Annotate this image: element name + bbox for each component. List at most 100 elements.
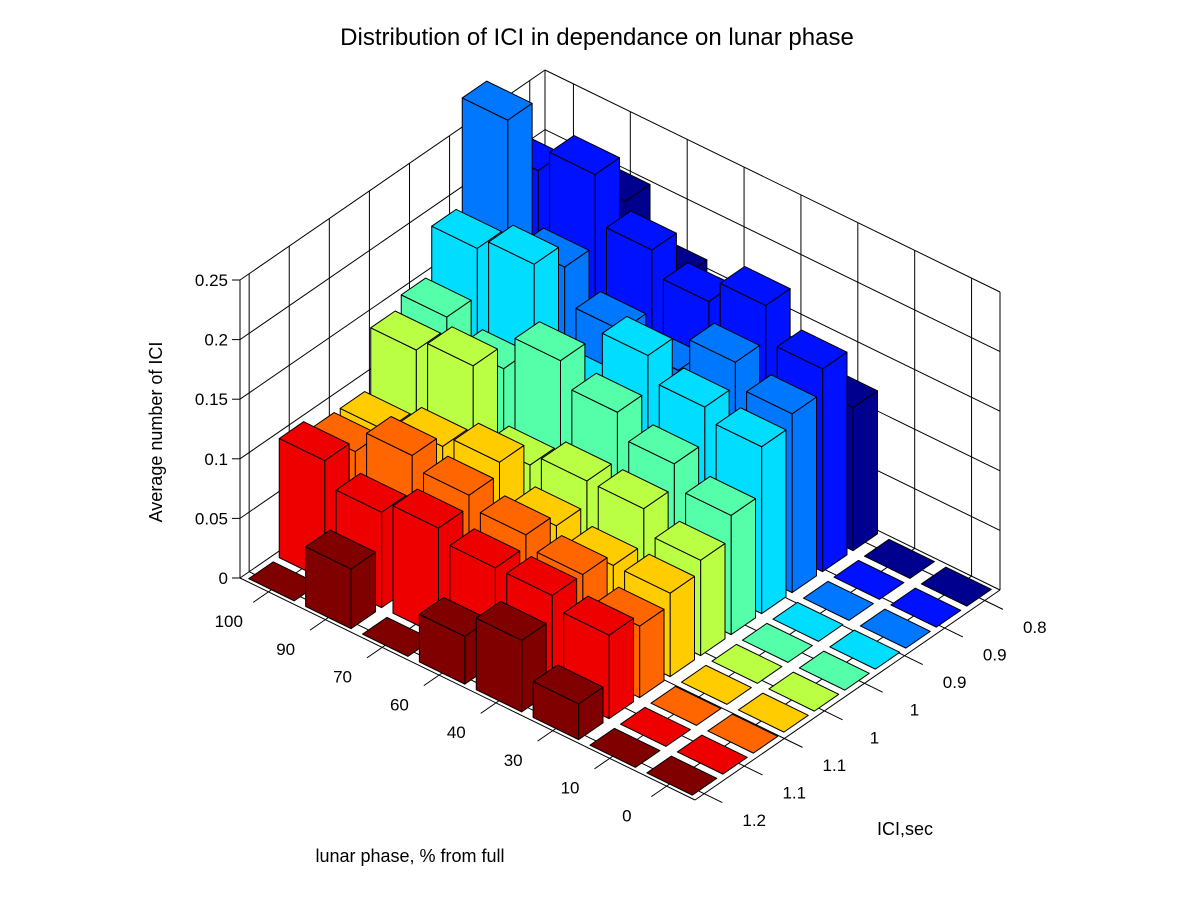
chart-title: Distribution of ICI in dependance on lun…: [340, 24, 854, 51]
bar-top: [571, 372, 643, 413]
y-tick-label: 1.1: [823, 756, 847, 775]
z-tick-label: 0.2: [204, 331, 228, 350]
bar-zero-tile: [711, 643, 783, 684]
bar-top: [479, 495, 551, 536]
bar-top: [549, 135, 621, 176]
y-tick-label: 0.9: [943, 673, 967, 692]
bar-top: [597, 469, 669, 510]
bar-zero-tile: [589, 727, 661, 768]
bar-zero-tile: [619, 706, 691, 747]
x-tick-label: 40: [447, 723, 466, 742]
x-tick: [309, 619, 326, 631]
bar-front-face: [669, 575, 696, 678]
bar-top: [605, 210, 677, 251]
y-tick-label: 1.2: [742, 811, 766, 830]
bar-top: [488, 224, 560, 265]
z-tick-label: 0.15: [195, 390, 228, 409]
bar-top: [431, 208, 503, 249]
y-tick: [944, 627, 964, 638]
x-tick: [423, 674, 440, 687]
y-tick: [904, 655, 923, 666]
x-tick: [252, 591, 269, 603]
x-tick-label: 100: [215, 612, 243, 631]
bar-top: [654, 520, 726, 561]
y-tick: [864, 682, 883, 693]
y-tick-label: 1: [910, 701, 919, 720]
y-tick: [824, 710, 843, 721]
bar-zero-tile: [859, 608, 931, 649]
axis-edge: [239, 577, 696, 801]
bar-top: [514, 321, 586, 362]
bar-top: [776, 329, 848, 370]
bar-top: [400, 277, 472, 318]
bar-top: [532, 664, 604, 705]
x-tick-label: 60: [390, 695, 409, 714]
z-tick-label: 0.1: [204, 450, 228, 469]
bar-front-face: [791, 396, 818, 594]
bar-top: [685, 475, 757, 516]
bar-front-face: [822, 351, 848, 573]
bar-zero-tile: [646, 755, 718, 796]
bar-zero-tile: [802, 580, 874, 621]
axis-edge: [694, 589, 1001, 801]
bar-top: [563, 595, 635, 636]
x-tick: [480, 702, 497, 714]
bar-top: [422, 455, 494, 496]
z-tick-label: 0.25: [195, 271, 228, 290]
bar-zero-tile: [798, 650, 870, 691]
bar-top: [506, 556, 578, 597]
x-tick-label: 30: [504, 751, 523, 770]
bar-top: [540, 441, 612, 482]
bar-top: [658, 367, 730, 408]
bar-top: [335, 472, 407, 513]
y-tick-label: 1: [870, 728, 879, 747]
z-tick-label: 0: [219, 569, 228, 588]
bar-zero-tile: [741, 622, 813, 663]
bar-top: [715, 407, 787, 448]
bar-top: [746, 374, 818, 415]
bar-top: [461, 80, 533, 121]
bar-top: [392, 488, 464, 529]
bar-front-face: [761, 429, 787, 615]
bar-top: [278, 421, 350, 462]
z-axis-label: Average number of ICI: [146, 342, 166, 523]
y-tick-label: 0.8: [1023, 618, 1047, 637]
x-tick: [651, 785, 667, 798]
y-tick-label: 1.1: [782, 784, 806, 803]
y-tick: [703, 793, 723, 804]
x-tick-label: 90: [276, 640, 295, 659]
x-tick-label: 0: [622, 806, 631, 825]
z-gridline-right: [544, 129, 1001, 353]
bar-top: [601, 315, 673, 356]
bar-zero-tile: [890, 587, 962, 628]
y-axis-label: ICI,sec: [877, 819, 933, 839]
bar-zero-tile: [676, 734, 748, 775]
bar-top: [536, 535, 608, 576]
bar-top: [427, 326, 499, 367]
z-tick-label: 0.05: [195, 509, 228, 528]
bar-top: [624, 553, 696, 594]
x-tick-label: 70: [333, 668, 352, 687]
bar-top: [719, 265, 791, 306]
bar-front-face: [852, 390, 879, 552]
bar-top: [628, 424, 700, 465]
y-tick: [784, 738, 803, 748]
y-tick: [744, 765, 763, 776]
bar-zero-tile: [772, 601, 844, 642]
x-tick-label: 10: [561, 779, 580, 798]
y-tick-label: 0.9: [983, 646, 1007, 665]
bar-top: [370, 310, 442, 351]
z-gridline-right: [544, 69, 1001, 293]
bar-top: [366, 416, 438, 457]
bar-zero-tile: [768, 671, 840, 712]
bar-zero-tile: [833, 559, 905, 600]
bar-zero-tile: [829, 629, 901, 670]
bar-zero-tile: [707, 713, 779, 754]
y-tick: [984, 600, 1004, 610]
x-tick: [594, 757, 610, 770]
x-tick: [366, 646, 383, 659]
bar-zero-tile: [737, 692, 809, 733]
bar-top: [449, 528, 521, 569]
